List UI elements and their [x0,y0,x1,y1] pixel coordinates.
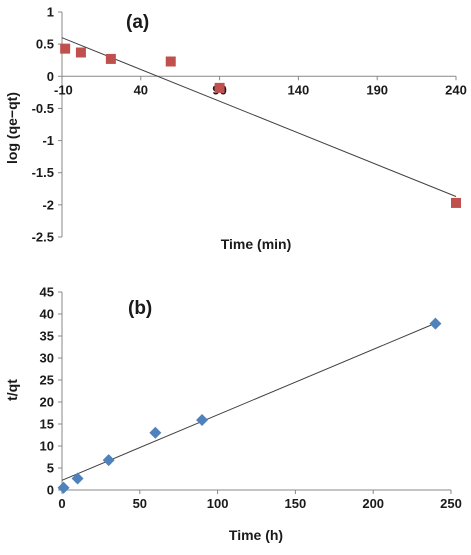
data-point [105,53,116,64]
y-tick-label: 0 [47,483,54,498]
data-point [429,317,442,330]
y-tick-label: -0.5 [32,101,54,116]
data-point [165,56,176,67]
panel-a: 10.50-0.5-1-1.5-2-2.5 -104090140190240 (… [4,5,467,253]
y-tick-label: -2 [42,197,54,212]
y-tick-label: 20 [40,395,54,410]
y-tick-label: 0 [47,69,54,84]
y-tick-label: 25 [40,373,54,388]
data-point [60,43,71,54]
data-point [214,82,225,93]
y-tick-label: 0.5 [36,37,54,52]
panel-b-label: (b) [128,298,152,319]
panel-b-x-ticks: 0 50 100 150 200 250 [58,490,462,511]
panel-a-points [60,43,461,208]
data-point [149,426,162,439]
y-tick-label: -1 [42,133,54,148]
data-point [451,197,461,208]
data-point [75,47,86,58]
y-tick-label: 10 [40,439,54,454]
y-tick-label: 40 [40,307,54,322]
x-tick-label: 250 [440,496,462,511]
x-tick-label: 50 [133,496,147,511]
x-tick-label: 150 [285,496,307,511]
panel-a-x-axis-title: Time (min) [221,236,292,252]
x-tick-label: -10 [54,82,73,97]
data-point [71,472,84,485]
x-tick-label: 200 [362,496,384,511]
panel-b-trendline [61,322,436,481]
panel-a-trendline [61,37,457,197]
y-tick-label: 35 [40,329,54,344]
panel-a-label: (a) [126,12,149,33]
x-tick-label: 40 [134,82,148,97]
panel-a-y-axis-title: log (qe−qt) [4,92,20,164]
y-tick-label: 5 [47,461,54,476]
panel-b-x-axis-title: Time (h) [229,527,283,543]
y-tick-label: -1.5 [32,165,54,180]
panel-a-y-ticks: 1 0.5 0 -0.5 -1 -1.5 -2 -2.5 [32,5,62,245]
x-tick-label: 240 [445,82,467,97]
panel-b-points [57,317,442,494]
panel-a-x-ticks: -104090140190240 [54,76,467,97]
data-point [102,454,115,467]
data-point [196,414,209,427]
panel-b-y-ticks: 45 40 35 30 25 20 15 10 5 0 [40,285,62,498]
y-tick-label: 30 [40,351,54,366]
y-tick-label: 1 [47,5,54,20]
y-tick-label: 45 [40,285,54,300]
y-tick-label: 15 [40,417,54,432]
x-tick-label: 100 [207,496,229,511]
data-point [57,481,70,494]
panel-b-y-axis-title: t/qt [4,379,20,401]
x-tick-label: 0 [58,496,65,511]
y-tick-label: -2.5 [32,230,54,245]
x-tick-label: 190 [366,82,388,97]
x-tick-label: 140 [288,82,310,97]
